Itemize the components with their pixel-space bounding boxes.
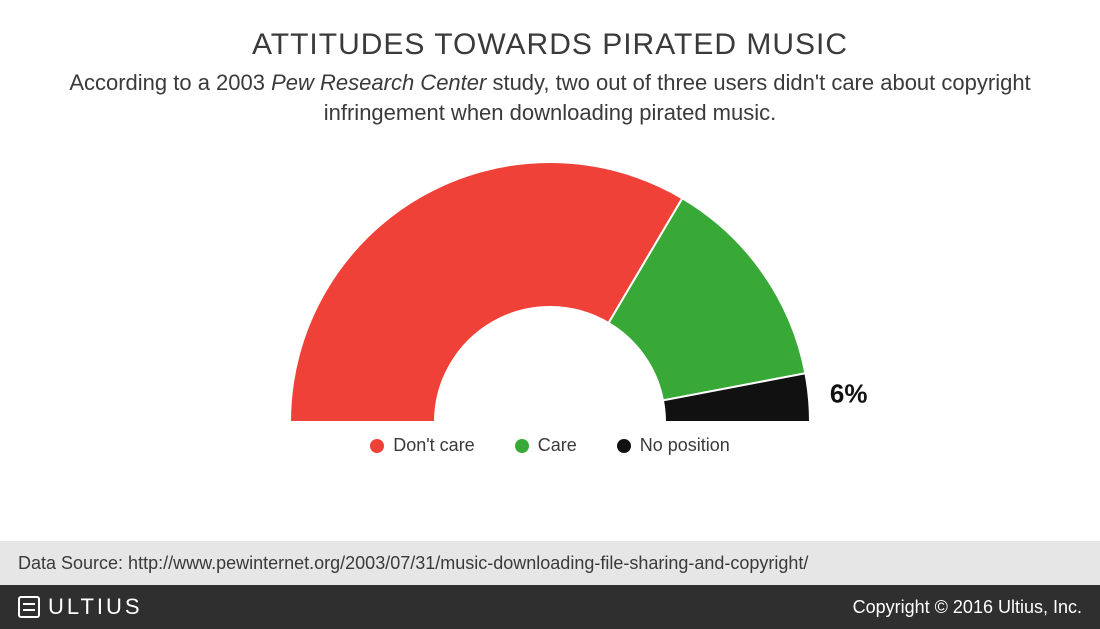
legend-item-2: No position <box>617 435 730 456</box>
legend-item-1: Care <box>515 435 577 456</box>
source-bar: Data Source: http://www.pewinternet.org/… <box>0 541 1100 585</box>
legend-label-0: Don't care <box>393 435 474 456</box>
chart-container: 67%27%6% <box>0 147 1100 427</box>
page-title: ATTITUDES TOWARDS PIRATED MUSIC <box>60 28 1040 62</box>
legend-label-2: No position <box>640 435 730 456</box>
source-text: Data Source: http://www.pewinternet.org/… <box>18 553 808 574</box>
subtitle-emphasis: Pew Research Center <box>271 70 486 95</box>
brand: ULTIUS <box>18 594 143 620</box>
header: ATTITUDES TOWARDS PIRATED MUSIC Accordin… <box>0 0 1100 127</box>
brand-name: ULTIUS <box>48 594 143 620</box>
legend-label-1: Care <box>538 435 577 456</box>
brand-logo-icon <box>18 596 40 618</box>
legend-item-0: Don't care <box>370 435 474 456</box>
legend-swatch-0 <box>370 439 384 453</box>
subtitle-pre: According to a 2003 <box>69 70 271 95</box>
copyright-text: Copyright © 2016 Ultius, Inc. <box>853 597 1082 618</box>
legend-swatch-1 <box>515 439 529 453</box>
page-subtitle: According to a 2003 Pew Research Center … <box>60 68 1040 127</box>
legend-swatch-2 <box>617 439 631 453</box>
slice-0 <box>290 162 682 422</box>
chart-legend: Don't care Care No position <box>0 435 1100 456</box>
semi-donut-chart: 67%27%6% <box>230 147 870 427</box>
footer: ULTIUS Copyright © 2016 Ultius, Inc. <box>0 585 1100 629</box>
